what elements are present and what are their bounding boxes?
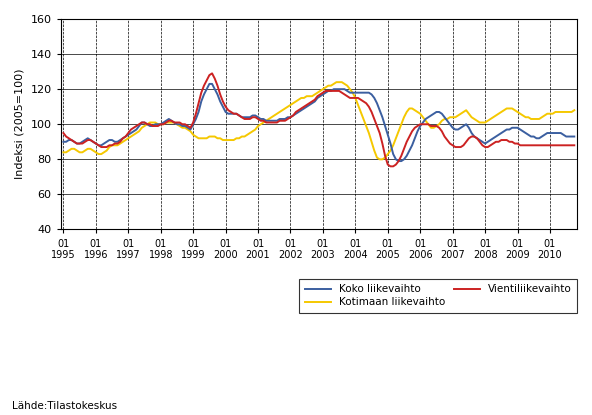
Koko liikevaihto <box>217 99 224 104</box>
Legend: Koko liikevaihto, Kotimaan liikevaihto, Vientiliikevaihto: Koko liikevaihto, Kotimaan liikevaihto, … <box>300 279 577 312</box>
Kotimaan liikevaihto <box>333 80 340 85</box>
Kotimaan liikevaihto <box>60 150 67 155</box>
Kotimaan liikevaihto <box>317 88 324 93</box>
Kotimaan liikevaihto <box>571 108 578 113</box>
Vientiliikevaihto <box>60 131 67 136</box>
Vientiliikevaihto <box>217 92 224 97</box>
Koko liikevaihto <box>295 110 302 115</box>
Koko liikevaihto <box>208 81 215 86</box>
Vientiliikevaihto <box>206 73 213 78</box>
Vientiliikevaihto <box>571 143 578 148</box>
Line: Vientiliikevaihto: Vientiliikevaihto <box>63 73 574 166</box>
Line: Kotimaan liikevaihto: Kotimaan liikevaihto <box>63 82 574 159</box>
Koko liikevaihto <box>571 134 578 139</box>
Koko liikevaihto <box>319 92 326 97</box>
Kotimaan liikevaihto <box>376 157 383 162</box>
Y-axis label: Indeksi (2005=100): Indeksi (2005=100) <box>15 69 25 180</box>
Koko liikevaihto <box>114 139 121 144</box>
Line: Koko liikevaihto: Koko liikevaihto <box>63 84 574 161</box>
Vientiliikevaihto <box>319 90 326 95</box>
Vientiliikevaihto <box>179 122 186 127</box>
Vientiliikevaihto <box>208 71 215 76</box>
Koko liikevaihto <box>395 159 402 164</box>
Koko liikevaihto <box>206 81 213 86</box>
Kotimaan liikevaihto <box>114 143 121 148</box>
Kotimaan liikevaihto <box>179 125 186 130</box>
Text: Lähde:Tilastokeskus: Lähde:Tilastokeskus <box>12 401 117 411</box>
Vientiliikevaihto <box>114 141 121 146</box>
Koko liikevaihto <box>179 124 186 129</box>
Kotimaan liikevaihto <box>206 134 213 139</box>
Kotimaan liikevaihto <box>292 99 300 104</box>
Kotimaan liikevaihto <box>214 136 221 141</box>
Vientiliikevaihto <box>295 108 302 113</box>
Vientiliikevaihto <box>387 164 394 169</box>
Koko liikevaihto <box>60 139 67 144</box>
